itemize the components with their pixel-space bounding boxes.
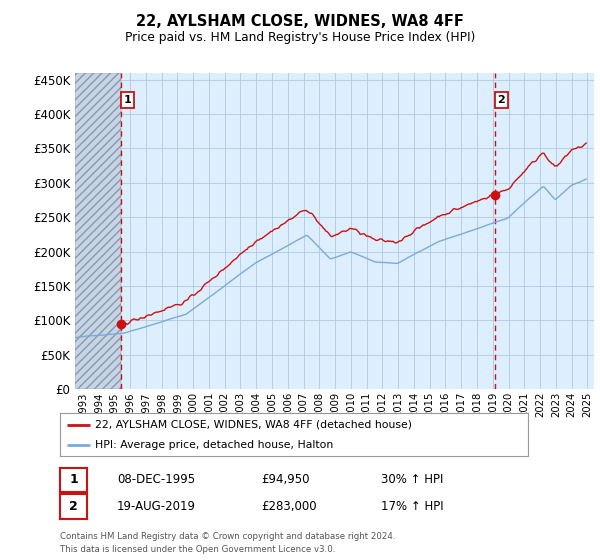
- Text: 1: 1: [69, 473, 78, 487]
- Text: 2: 2: [69, 500, 78, 514]
- Text: £94,950: £94,950: [261, 473, 310, 487]
- Text: Price paid vs. HM Land Registry's House Price Index (HPI): Price paid vs. HM Land Registry's House …: [125, 31, 475, 44]
- Text: 30% ↑ HPI: 30% ↑ HPI: [381, 473, 443, 487]
- Text: 19-AUG-2019: 19-AUG-2019: [117, 500, 196, 514]
- Text: 2: 2: [497, 95, 505, 105]
- Text: 1: 1: [124, 95, 131, 105]
- Text: This data is licensed under the Open Government Licence v3.0.: This data is licensed under the Open Gov…: [60, 545, 335, 554]
- Text: 17% ↑ HPI: 17% ↑ HPI: [381, 500, 443, 514]
- Text: Contains HM Land Registry data © Crown copyright and database right 2024.: Contains HM Land Registry data © Crown c…: [60, 532, 395, 541]
- Text: £283,000: £283,000: [261, 500, 317, 514]
- Text: 08-DEC-1995: 08-DEC-1995: [117, 473, 195, 487]
- Text: 22, AYLSHAM CLOSE, WIDNES, WA8 4FF: 22, AYLSHAM CLOSE, WIDNES, WA8 4FF: [136, 14, 464, 29]
- Bar: [75, 73, 121, 389]
- Text: 22, AYLSHAM CLOSE, WIDNES, WA8 4FF (detached house): 22, AYLSHAM CLOSE, WIDNES, WA8 4FF (deta…: [95, 420, 412, 430]
- Text: HPI: Average price, detached house, Halton: HPI: Average price, detached house, Halt…: [95, 440, 334, 450]
